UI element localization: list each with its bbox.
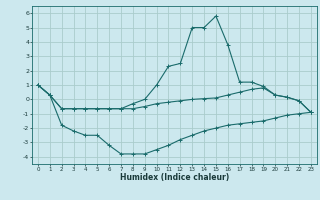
X-axis label: Humidex (Indice chaleur): Humidex (Indice chaleur) [120,173,229,182]
